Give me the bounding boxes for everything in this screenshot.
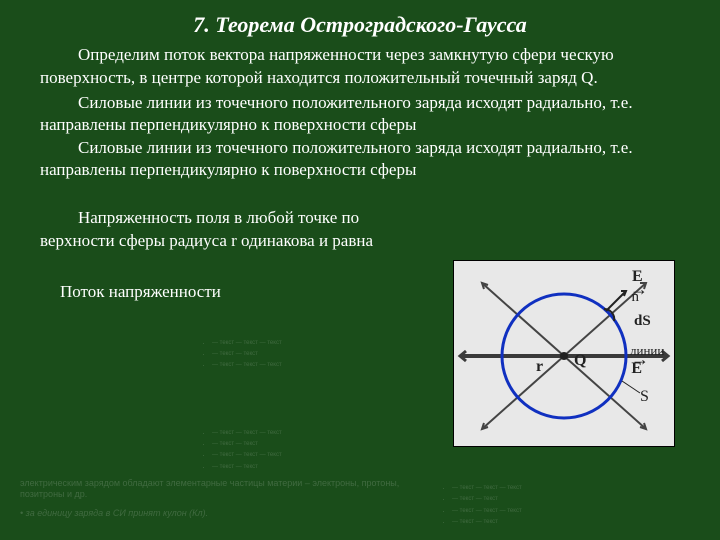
ghost-block-1: — текст — текст — текст — текст — текст … <box>200 340 460 374</box>
label-r: r <box>536 358 543 375</box>
slide-title: 7. Теорема Остроградского-Гаусса <box>0 0 720 38</box>
flux-label: Поток напряженности <box>0 253 240 303</box>
ghost-block-3: — текст — текст — текст — текст — текст … <box>440 485 690 530</box>
s-pointer <box>622 381 640 393</box>
label-evec: E→ <box>631 349 649 377</box>
ghost-line-1: электрическим зарядом обладают элементар… <box>20 478 400 500</box>
ghost-line-2: • за единицу заряда в СИ принят кулон (К… <box>20 508 400 519</box>
paragraph-1: Определим поток вектора напряженности че… <box>0 38 720 90</box>
label-q: Q <box>574 352 586 369</box>
label-n: n→ <box>630 279 648 305</box>
paragraph-2: Силовые линии из точечного положительног… <box>0 90 720 136</box>
sphere-diagram: r Q E n→ dS линии E→ S <box>453 260 675 447</box>
label-s: S <box>640 388 649 405</box>
paragraph-3-duplicate: Силовые линии из точечного положительног… <box>0 135 720 181</box>
ghost-block-2: — текст — текст — текст — текст — текст … <box>200 430 480 475</box>
paragraph-4: Напряженность поля в любой точке по верх… <box>0 181 420 253</box>
normal-vector <box>606 291 626 311</box>
center-point <box>560 352 568 360</box>
label-ds: dS <box>634 313 651 329</box>
